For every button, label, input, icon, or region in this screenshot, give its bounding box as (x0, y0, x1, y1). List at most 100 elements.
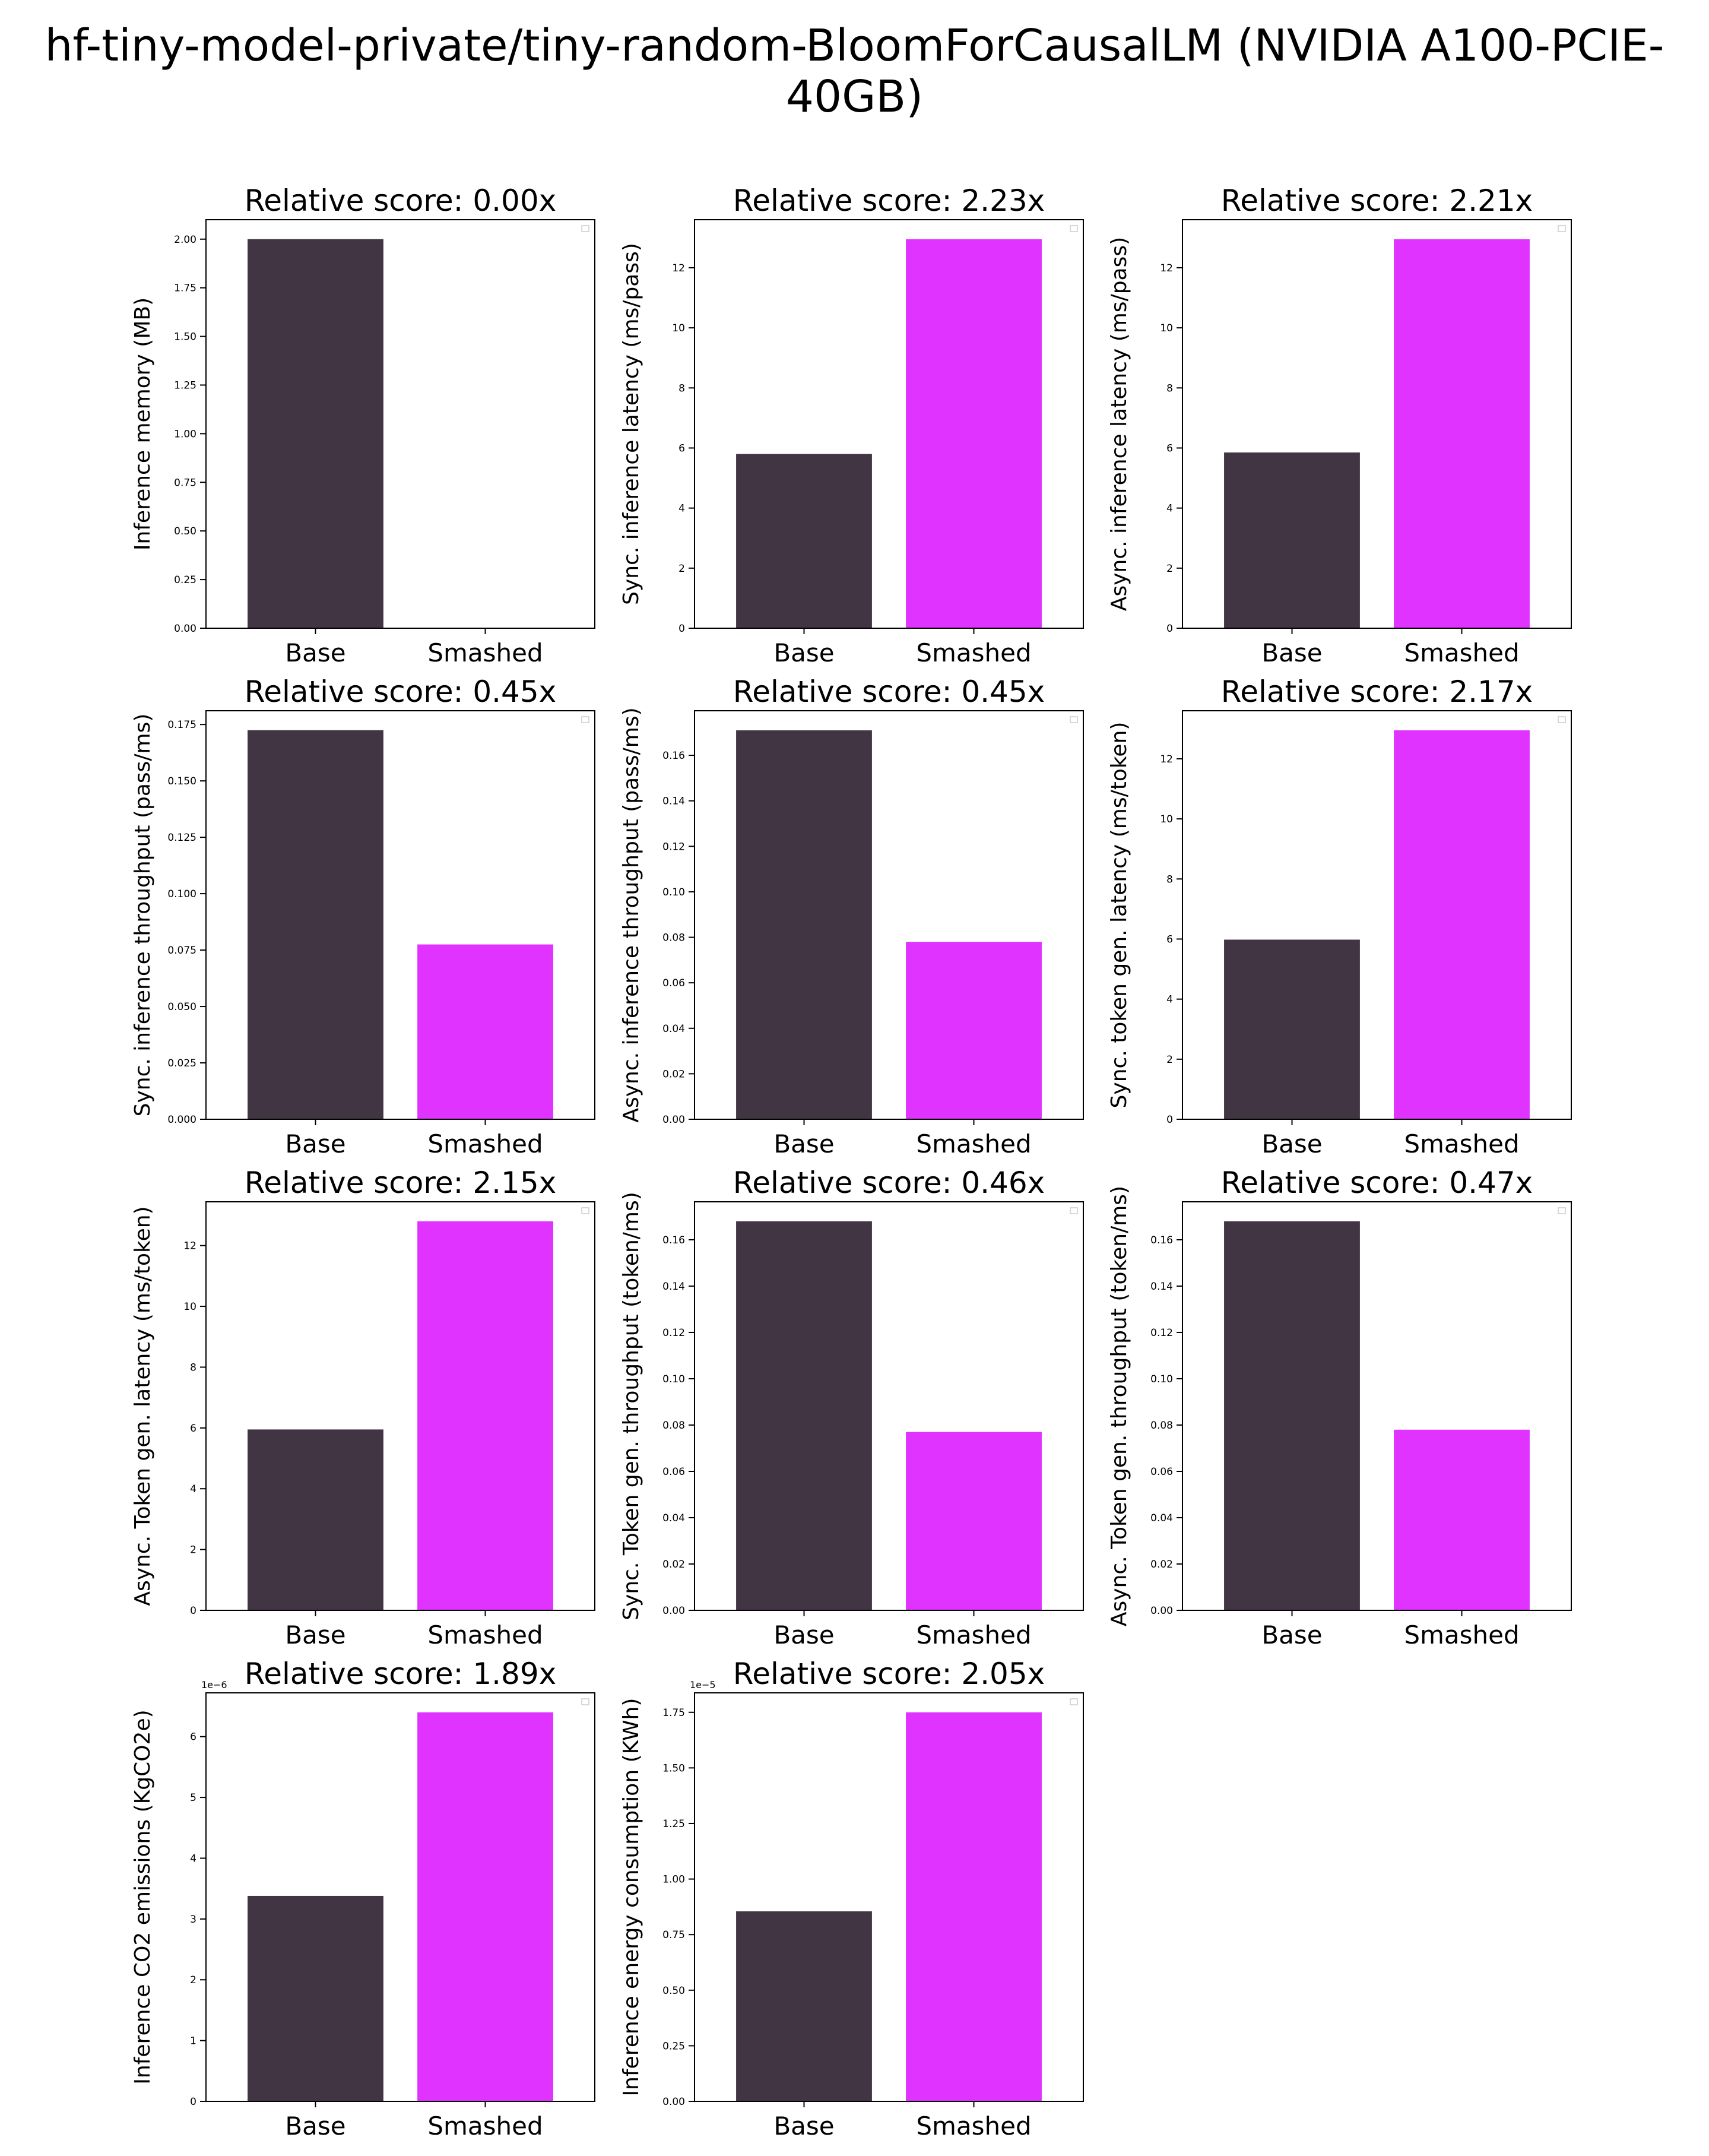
legend-box (581, 716, 589, 723)
bar-base (736, 1221, 872, 1610)
bar-smashed (417, 944, 553, 1119)
chart-title: Relative score: 0.45x (245, 675, 557, 709)
x-tick-label: Base (1261, 1620, 1322, 1650)
y-tick-label: 6 (190, 1423, 196, 1435)
x-tick-label: Base (285, 2111, 345, 2141)
y-tick-label: 1.75 (174, 283, 196, 295)
axes-frame (205, 219, 595, 629)
axes-frame (205, 1692, 595, 2102)
y-tick-label: 8 (1166, 382, 1173, 394)
y-tick-label: 0.000 (167, 1114, 196, 1126)
legend-box (1070, 1207, 1078, 1214)
y-tick-label: 0.04 (1150, 1512, 1173, 1524)
x-tick-label: Base (773, 2111, 834, 2141)
y-tick-label: 0.10 (662, 887, 685, 898)
bar-base (736, 1911, 872, 2101)
bar-smashed (906, 239, 1042, 629)
y-tick-label: 0.12 (1150, 1327, 1173, 1339)
y-tick-label: 0.00 (662, 2096, 685, 2108)
y-tick-label: 0.00 (174, 623, 196, 635)
y-tick-label: 4 (1166, 994, 1173, 1006)
y-tick-label: 0.16 (1150, 1234, 1173, 1246)
y-tick-label: 0.175 (167, 719, 196, 731)
y-tick-label: 0.10 (1150, 1373, 1173, 1385)
y-tick-label: 1.50 (662, 1762, 685, 1774)
y-tick-label: 0 (678, 623, 685, 635)
y-tick-label: 4 (190, 1853, 196, 1864)
axes-frame (694, 1201, 1084, 1611)
legend-box (1558, 225, 1566, 232)
y-tick-label: 0.75 (662, 1929, 685, 1941)
bar-smashed (906, 1712, 1042, 2101)
x-tick-label: Smashed (427, 1620, 543, 1650)
y-axis-label: Sync. inference throughput (pass/ms) (131, 714, 155, 1117)
chart-title: Relative score: 2.05x (733, 1657, 1045, 1691)
figure-title: hf-tiny-model-private/tiny-random-BloomF… (45, 20, 1664, 122)
y-tick-label: 12 (672, 262, 685, 274)
chart-title: Relative score: 0.00x (245, 183, 557, 218)
y-tick-label: 0.25 (662, 2040, 685, 2052)
bar-smashed (1394, 730, 1530, 1119)
chart-title: Relative score: 2.21x (1221, 183, 1533, 218)
y-tick-label: 0.50 (174, 525, 196, 537)
chart-title: Relative score: 0.47x (1221, 1166, 1533, 1200)
chart-title: Relative score: 2.17x (1221, 675, 1533, 709)
bar-smashed (417, 1712, 553, 2101)
y-tick-label: 2 (678, 563, 685, 575)
y-tick-label: 0.00 (662, 1605, 685, 1617)
y-tick-label: 0.16 (662, 1234, 685, 1246)
x-tick-label: Smashed (1404, 1620, 1519, 1650)
x-tick-label: Base (285, 1129, 345, 1158)
legend-box (1070, 716, 1078, 723)
legend-box (1558, 1207, 1566, 1214)
y-tick-label: 0.10 (662, 1373, 685, 1385)
y-tick-label: 0 (1166, 1114, 1173, 1126)
axes-frame (205, 710, 595, 1120)
y-tick-label: 0.14 (662, 1281, 685, 1293)
y-axis-label: Async. Token gen. throughput (token/ms) (1107, 1186, 1131, 1626)
y-tick-label: 0.08 (662, 1420, 685, 1432)
y-tick-label: 0.75 (174, 477, 196, 489)
y-tick-label: 1 (190, 2035, 196, 2047)
chart-title: Relative score: 0.45x (733, 675, 1045, 709)
y-tick-label: 0.050 (167, 1001, 196, 1013)
y-tick-label: 0.00 (662, 1114, 685, 1126)
x-tick-label: Smashed (427, 638, 543, 667)
axes-frame (694, 710, 1084, 1120)
y-tick-label: 2 (190, 1544, 196, 1556)
y-tick-label: 0.08 (662, 932, 685, 944)
y-tick-label: 0 (1166, 623, 1173, 635)
x-tick-label: Smashed (916, 638, 1031, 667)
y-tick-label: 0.00 (1150, 1605, 1173, 1617)
chart-panel-10: Base Smashed 0 1 2 3 4 5 6 1e−6 Relative score: 1.… (131, 1657, 595, 2141)
axes-frame (205, 1201, 595, 1611)
chart-title: Relative score: 2.23x (733, 183, 1045, 218)
x-tick-label: Base (773, 1620, 834, 1650)
y-tick-label: 0.12 (662, 841, 685, 853)
bar-smashed (906, 942, 1042, 1119)
y-tick-label: 12 (1160, 262, 1173, 274)
y-tick-label: 0 (190, 1605, 196, 1617)
y-tick-label: 0.25 (174, 574, 196, 586)
y-tick-label: 1.25 (662, 1818, 685, 1830)
x-tick-label: Base (773, 638, 834, 667)
y-tick-label: 0 (190, 2096, 196, 2108)
x-tick-label: Base (285, 1620, 345, 1650)
y-tick-label: 8 (678, 382, 685, 394)
bar-base (248, 239, 383, 628)
y-axis-label: Async. Token gen. latency (ms/token) (131, 1206, 155, 1606)
bar-base (736, 730, 872, 1119)
legend-box (581, 1207, 589, 1214)
legend-box (581, 225, 589, 232)
y-axis-label: Inference CO2 emissions (KgCO2e) (131, 1709, 155, 2084)
y-tick-label: 4 (190, 1483, 196, 1495)
axis-offset-text: 1e−5 (690, 1679, 716, 1690)
bar-smashed (417, 1221, 553, 1610)
bar-base (736, 454, 872, 628)
y-tick-label: 0.025 (167, 1058, 196, 1069)
y-tick-label: 0.16 (662, 750, 685, 762)
legend-box (1070, 225, 1078, 232)
y-tick-label: 2 (1166, 1054, 1173, 1066)
legend-box (1558, 716, 1566, 723)
